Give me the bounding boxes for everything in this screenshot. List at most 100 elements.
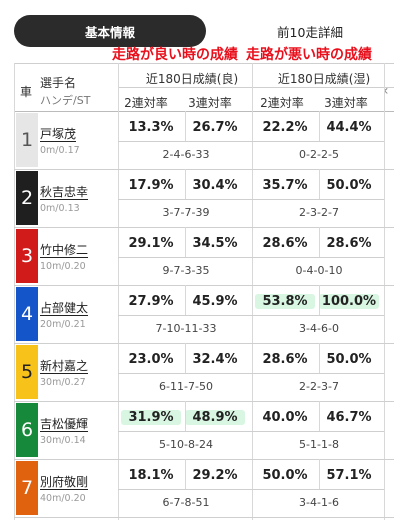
row-bottom-border (14, 401, 394, 402)
wet-record: 3-4-1-6 (299, 496, 339, 509)
rate-cell-bad2: 53.8% (255, 294, 315, 309)
rate-cell-bad3: 28.6% (326, 236, 372, 251)
rate-col-divider (319, 169, 320, 199)
rate-cell-bad2: 50.0% (262, 468, 308, 483)
rate-col-divider (185, 285, 186, 315)
good-record: 3-7-7-39 (162, 206, 210, 219)
row-bottom-border (14, 285, 394, 286)
good-track-annotation: 走路が良い時の成績 (112, 47, 238, 63)
table-top-border (14, 63, 394, 64)
wet-track-group-header: 近180日成績(湿) (277, 72, 371, 86)
table-left-border (14, 63, 15, 520)
car-number-badge: 6 (16, 403, 38, 457)
rate-cell-bad2: 28.6% (262, 236, 308, 251)
group-divider-right (384, 63, 385, 520)
rider-name-link[interactable]: 吉松優輝 (40, 417, 89, 431)
row-bottom-border (14, 343, 394, 344)
rider-name-link[interactable]: 戸塚茂 (40, 127, 77, 141)
good-rate2-header: 2連対率 (124, 96, 168, 110)
rate-cell-bad3: 50.0% (326, 178, 372, 193)
handicap-st-value: 0m/0.17 (40, 145, 80, 156)
rider-name-link[interactable]: 秋吉忠幸 (40, 185, 89, 199)
rate-col-divider (319, 459, 320, 489)
rate-cell-bad3: 50.0% (326, 352, 372, 367)
rider-stats-table: 車 選手名 ハンデ/ST 近180日成績(良) 近180日成績(湿) 2連対率 … (14, 63, 408, 520)
rate-cell-bad2: 35.7% (262, 178, 308, 193)
wet-record: 2-2-3-7 (299, 380, 339, 393)
wet-record: 3-4-6-0 (299, 322, 339, 335)
rate-col-divider (319, 285, 320, 315)
wet-rate3-header: 3連対率 (324, 96, 368, 110)
car-number-badge: 7 (16, 461, 38, 515)
rate-divider (118, 199, 384, 200)
rider-name-link[interactable]: 新村嘉之 (40, 359, 89, 373)
rate-col-divider (319, 401, 320, 431)
rate-cell-good2: 23.0% (128, 352, 174, 367)
rider-name-link[interactable]: 別府敬剛 (40, 475, 89, 489)
group-divider-mid (252, 63, 253, 520)
rate-divider (118, 257, 384, 258)
rate-cell-good3: 45.9% (192, 294, 238, 309)
wet-record: 5-1-1-8 (299, 438, 339, 451)
rate-col-divider (185, 111, 186, 141)
header-bottom-border (14, 111, 394, 112)
car-number-badge: 1 (16, 113, 38, 167)
car-number-badge: 3 (16, 229, 38, 283)
tab-basic-info[interactable]: 基本情報 (14, 15, 206, 47)
rate-cell-good3: 34.5% (192, 236, 238, 251)
row-bottom-border (14, 517, 394, 518)
rate-col-divider (185, 401, 186, 431)
wet-record: 0-4-0-10 (295, 264, 343, 277)
handicap-st-header: ハンデ/ST (40, 94, 91, 107)
rate-cell-good3: 48.9% (185, 410, 245, 425)
row-bottom-border (14, 169, 394, 170)
rate-col-divider (185, 459, 186, 489)
rate-divider (118, 489, 384, 490)
car-number-badge: 5 (16, 345, 38, 399)
rate-cell-good2: 18.1% (128, 468, 174, 483)
wet-rate2-header: 2連対率 (260, 96, 304, 110)
row-bottom-border (14, 459, 394, 460)
group-divider-left (118, 63, 119, 520)
row-bottom-border (14, 227, 394, 228)
rate-col-divider (185, 343, 186, 373)
handicap-st-value: 0m/0.13 (40, 203, 80, 214)
good-record: 2-4-6-33 (162, 148, 210, 161)
rate-cell-good3: 30.4% (192, 178, 238, 193)
rate-cell-good3: 32.4% (192, 352, 238, 367)
rider-name-link[interactable]: 占部健太 (40, 301, 89, 315)
handicap-st-value: 20m/0.21 (40, 319, 86, 330)
handicap-st-value: 30m/0.14 (40, 435, 86, 446)
good-record: 6-7-8-51 (162, 496, 210, 509)
rate-cell-good3: 29.2% (192, 468, 238, 483)
rate-cell-bad2: 22.2% (262, 120, 308, 135)
tab-bar: 基本情報 前10走詳細 (0, 0, 408, 47)
good-record: 9-7-3-35 (162, 264, 210, 277)
rate-cell-bad2: 28.6% (262, 352, 308, 367)
rate-cell-good2: 13.3% (128, 120, 174, 135)
rate-divider (118, 373, 384, 374)
rate-divider (118, 315, 384, 316)
rate-cell-bad3: 100.0% (319, 294, 379, 309)
wet-record: 0-2-2-5 (299, 148, 339, 161)
rate-col-divider (185, 227, 186, 257)
car-number-badge: 4 (16, 287, 38, 341)
rate-cell-bad3: 57.1% (326, 468, 372, 483)
rate-cell-bad3: 46.7% (326, 410, 372, 425)
handicap-st-value: 10m/0.20 (40, 261, 86, 272)
rate-cell-good3: 26.7% (192, 120, 238, 135)
rate-col-divider (185, 169, 186, 199)
tab-last-10-details[interactable]: 前10走詳細 (277, 24, 343, 40)
rate-cell-bad3: 44.4% (326, 120, 372, 135)
header-divider (118, 87, 394, 88)
good-record: 5-10-8-24 (159, 438, 213, 451)
good-record: 7-10-11-33 (155, 322, 217, 335)
good-rate3-header: 3連対率 (188, 96, 232, 110)
chevron-left-icon[interactable]: ‹ (383, 83, 389, 99)
wet-record: 2-3-2-7 (299, 206, 339, 219)
rate-cell-bad2: 40.0% (262, 410, 308, 425)
handicap-st-value: 30m/0.27 (40, 377, 86, 388)
car-header: 車 (20, 85, 33, 99)
rider-name-link[interactable]: 竹中修二 (40, 243, 89, 257)
good-record: 6-11-7-50 (159, 380, 213, 393)
